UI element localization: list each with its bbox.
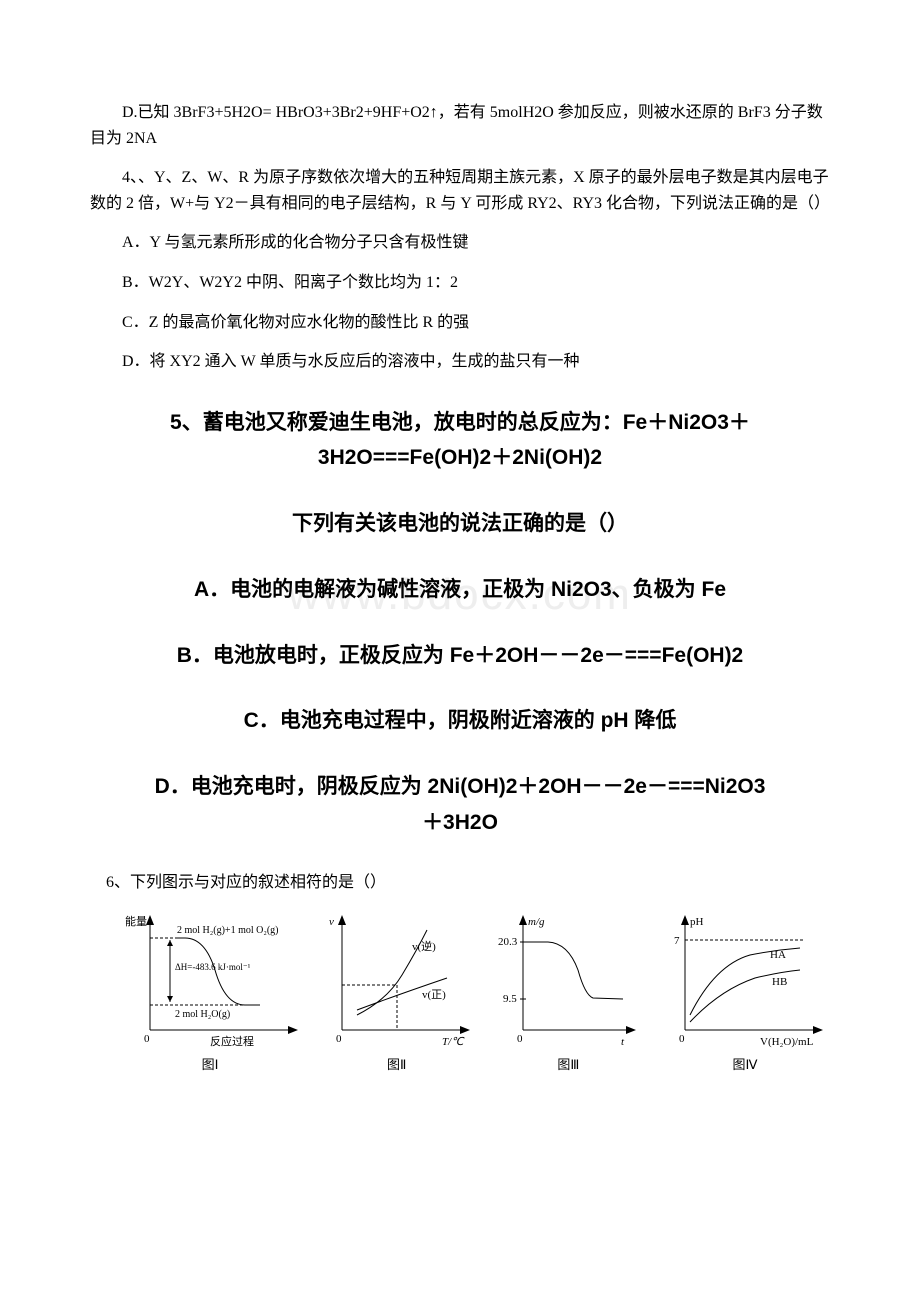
figure-2: v v(逆) v(正) 0 T/℃ 图Ⅱ	[317, 910, 477, 1073]
svg-text:0: 0	[517, 1033, 523, 1045]
figure-1: 能量 2 mol H₂(g)+1 mol O₂(g) ΔH=-483.6 kJ·…	[120, 910, 300, 1073]
q4-option-c: C．Z 的最高价氧化物对应水化物的酸性比 R 的强	[90, 310, 830, 336]
figure-4-label: 图Ⅳ	[732, 1054, 757, 1073]
q5-option-c: C．电池充电过程中，阴极附近溶液的 pH 降低	[150, 703, 770, 739]
figure-3: m/g 20.3 9.5 0 t 图Ⅲ	[493, 910, 643, 1073]
figure-3-svg: m/g 20.3 9.5 0 t	[493, 910, 643, 1050]
f1-top: 2 mol H₂(g)+1 mol O₂(g)	[177, 925, 279, 936]
q4-stem: 4、、Y、Z、W、R 为原子序数依次增大的五种短周期主族元素，X 原子的最外层电…	[90, 165, 830, 216]
q3-option-d: D.已知 3BrF3+5H2O= HBrO3+3Br2+9HF+O2↑，若有 5…	[90, 100, 830, 151]
figure-1-svg: 能量 2 mol H₂(g)+1 mol O₂(g) ΔH=-483.6 kJ·…	[120, 910, 300, 1050]
q6-stem: 6、下列图示与对应的叙述相符的是（）	[90, 870, 830, 896]
f2-ylabel: v	[329, 916, 334, 928]
f1-dh: ΔH=-483.6 kJ·mol⁻¹	[175, 962, 251, 972]
figure-4-svg: pH 7 HA HB 0 V(H₂O)/mL	[660, 910, 830, 1050]
q4-option-d: D．将 XY2 通入 W 单质与水反应后的溶液中，生成的盐只有一种	[90, 349, 830, 375]
f2-rev: v(逆)	[412, 939, 436, 953]
f4-ha: HA	[770, 949, 786, 961]
figure-2-label: 图Ⅱ	[387, 1054, 406, 1073]
figure-1-label: 图Ⅰ	[202, 1054, 219, 1073]
f3-y1: 20.3	[498, 936, 518, 948]
svg-text:0: 0	[679, 1033, 685, 1045]
q5-option-a: A．电池的电解液为碱性溶液，正极为 Ni2O3、负极为 Fe	[150, 572, 770, 608]
q4-option-a: A．Y 与氢元素所形成的化合物分子只含有极性键	[90, 230, 830, 256]
figure-row: 能量 2 mol H₂(g)+1 mol O₂(g) ΔH=-483.6 kJ·…	[120, 910, 830, 1073]
q5-option-d: D．电池充电时，阴极反应为 2Ni(OH)2＋2OH－－2e－===Ni2O3＋…	[150, 769, 770, 840]
f2-xlabel: T/℃	[442, 1036, 465, 1048]
f4-ylabel: pH	[690, 916, 704, 928]
f4-hb: HB	[772, 976, 787, 988]
f1-xlabel: 反应过程	[210, 1034, 254, 1048]
f3-ylabel: m/g	[528, 916, 545, 928]
q5-sub: 下列有关该电池的说法正确的是（）	[150, 506, 770, 542]
f4-tick: 7	[674, 935, 680, 947]
figure-4: pH 7 HA HB 0 V(H₂O)/mL 图Ⅳ	[660, 910, 830, 1073]
f1-ylabel: 能量	[125, 914, 147, 928]
svg-text:0: 0	[144, 1033, 150, 1045]
q5-stem: 5、蓄电池又称爱迪生电池，放电时的总反应为：Fe＋Ni2O3＋3H2O===Fe…	[150, 405, 770, 476]
figure-2-svg: v v(逆) v(正) 0 T/℃	[317, 910, 477, 1050]
f4-xlabel: V(H₂O)/mL	[760, 1036, 814, 1048]
f2-fwd: v(正)	[422, 989, 446, 1001]
figure-3-label: 图Ⅲ	[557, 1054, 579, 1073]
q5-option-b: B．电池放电时，正极反应为 Fe＋2OH－－2e－===Fe(OH)2	[150, 638, 770, 674]
q4-option-b: B．W2Y、W2Y2 中阴、阳离子个数比均为 1：2	[90, 270, 830, 296]
f3-xlabel: t	[621, 1036, 625, 1048]
f3-y2: 9.5	[503, 993, 517, 1005]
f1-bottom: 2 mol H₂O(g)	[175, 1009, 230, 1020]
svg-text:0: 0	[336, 1033, 342, 1045]
